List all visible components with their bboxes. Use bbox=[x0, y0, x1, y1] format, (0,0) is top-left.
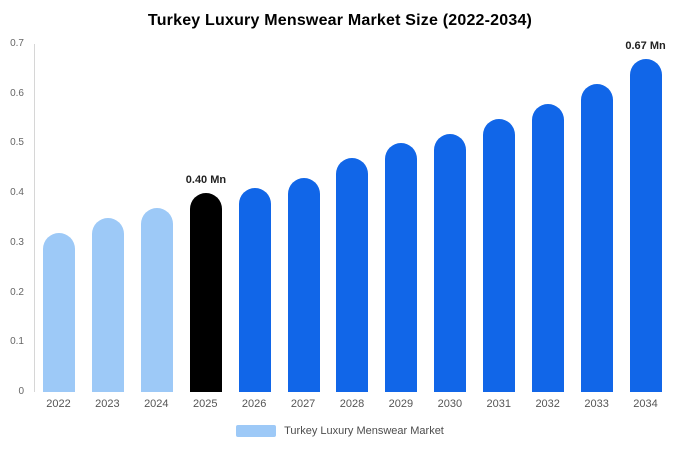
x-axis-label: 2024 bbox=[144, 398, 169, 410]
bar-cell: 0.67 Mn bbox=[621, 40, 670, 392]
bar-cell bbox=[279, 44, 328, 392]
x-axis-label: 2029 bbox=[388, 398, 414, 410]
bar-2034 bbox=[629, 58, 662, 392]
plot-area: 0.40 Mn 0.67 Mn bbox=[34, 40, 670, 392]
bar-2027 bbox=[287, 178, 320, 392]
y-tick-label: 0.5 bbox=[10, 137, 24, 149]
y-tick-label: 0.6 bbox=[10, 87, 24, 99]
legend: Turkey Luxury Menswear Market bbox=[0, 425, 680, 437]
bar-cell bbox=[230, 44, 279, 392]
bar-cell bbox=[133, 44, 182, 392]
x-axis-label: 2025 bbox=[192, 398, 218, 410]
bar-2032 bbox=[531, 103, 564, 392]
bar-2023 bbox=[92, 218, 125, 392]
x-axis-label: 2034 bbox=[633, 398, 658, 410]
bar-cell bbox=[426, 44, 475, 392]
bar-2033 bbox=[580, 83, 613, 392]
y-tick-label: 0.2 bbox=[10, 286, 24, 298]
bar-2025 bbox=[189, 193, 222, 392]
bar-cell: 0.40 Mn bbox=[182, 44, 231, 392]
y-tick-label: 0 bbox=[18, 386, 24, 397]
x-axis-label: 2026 bbox=[241, 398, 267, 410]
x-axis-label: 2030 bbox=[437, 398, 463, 410]
bar-cell bbox=[572, 44, 621, 392]
bar-value-label: 0.40 Mn bbox=[185, 173, 227, 186]
bar-cell bbox=[84, 44, 133, 392]
legend-label: Turkey Luxury Menswear Market bbox=[284, 425, 444, 437]
bar-cell bbox=[523, 44, 572, 392]
y-axis: 0 0.1 0.2 0.3 0.4 0.5 0.6 0.7 bbox=[0, 39, 28, 397]
bar-cell bbox=[377, 44, 426, 392]
legend-swatch-icon bbox=[236, 425, 277, 437]
chart-title: Turkey Luxury Menswear Market Size (2022… bbox=[147, 12, 533, 29]
bar-cell bbox=[328, 44, 377, 392]
bar-2026 bbox=[238, 188, 271, 392]
bar-2028 bbox=[336, 158, 369, 392]
bar-2022 bbox=[43, 232, 76, 392]
x-axis-label: 2022 bbox=[46, 398, 71, 410]
y-tick-label: 0.1 bbox=[10, 336, 24, 348]
x-axis-label: 2027 bbox=[290, 398, 316, 410]
bar-cell bbox=[475, 44, 524, 392]
bar-cell bbox=[35, 44, 84, 392]
x-axis-label: 2033 bbox=[584, 398, 609, 410]
bar-2029 bbox=[385, 143, 418, 392]
bar-value-label: 0.67 Mn bbox=[625, 39, 666, 52]
x-axis-label: 2031 bbox=[486, 398, 511, 410]
bar-2030 bbox=[434, 133, 467, 392]
x-axis-label: 2023 bbox=[95, 398, 120, 410]
y-tick-label: 0.3 bbox=[10, 236, 24, 248]
y-tick-label: 0.7 bbox=[10, 38, 24, 49]
y-tick-label: 0.4 bbox=[10, 187, 24, 199]
x-axis-labels: 2022 2023 2024 2025 2026 2027 2028 2029 2030 2031… bbox=[34, 398, 670, 410]
bar-2031 bbox=[483, 118, 516, 392]
x-axis-label: 2028 bbox=[339, 398, 365, 410]
bar-2024 bbox=[141, 208, 174, 392]
chart-body: 0 0.1 0.2 0.3 0.4 0.5 0.6 0.7 0.40 Mn 0.67 Mn bbox=[10, 39, 670, 397]
x-axis-label: 2032 bbox=[535, 398, 560, 410]
